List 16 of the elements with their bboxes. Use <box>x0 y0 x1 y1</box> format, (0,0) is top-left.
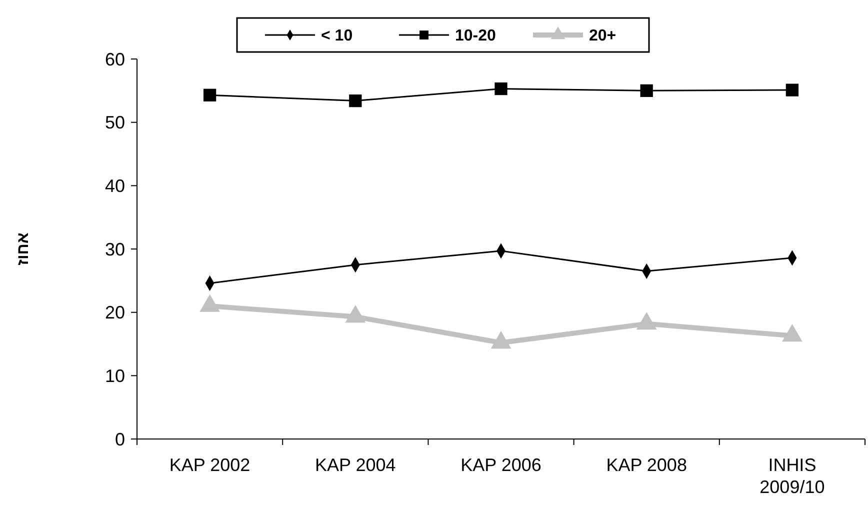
y-tick-label: 20 <box>104 302 125 323</box>
y-tick-label: 50 <box>104 112 125 133</box>
x-tick-label: KAP 2002 <box>169 455 250 475</box>
y-tick-label: 10 <box>104 366 125 386</box>
y-tick-label: 0 <box>114 429 125 450</box>
y-axis-title: אחוז <box>15 232 32 266</box>
legend-label: < 10 <box>321 28 353 45</box>
y-tick-label: 60 <box>104 49 125 70</box>
y-tick-label: 30 <box>104 239 125 260</box>
x-tick-label: KAP 2006 <box>460 455 542 475</box>
legend-label: 20+ <box>589 28 616 45</box>
x-tick-label: KAP 2004 <box>315 455 396 475</box>
y-tick-label: 40 <box>104 176 125 196</box>
x-tick-label: KAP 2008 <box>606 455 687 475</box>
legend-label: 10-20 <box>455 28 496 45</box>
x-tick-label: INHIS 2009/10 <box>760 455 825 497</box>
